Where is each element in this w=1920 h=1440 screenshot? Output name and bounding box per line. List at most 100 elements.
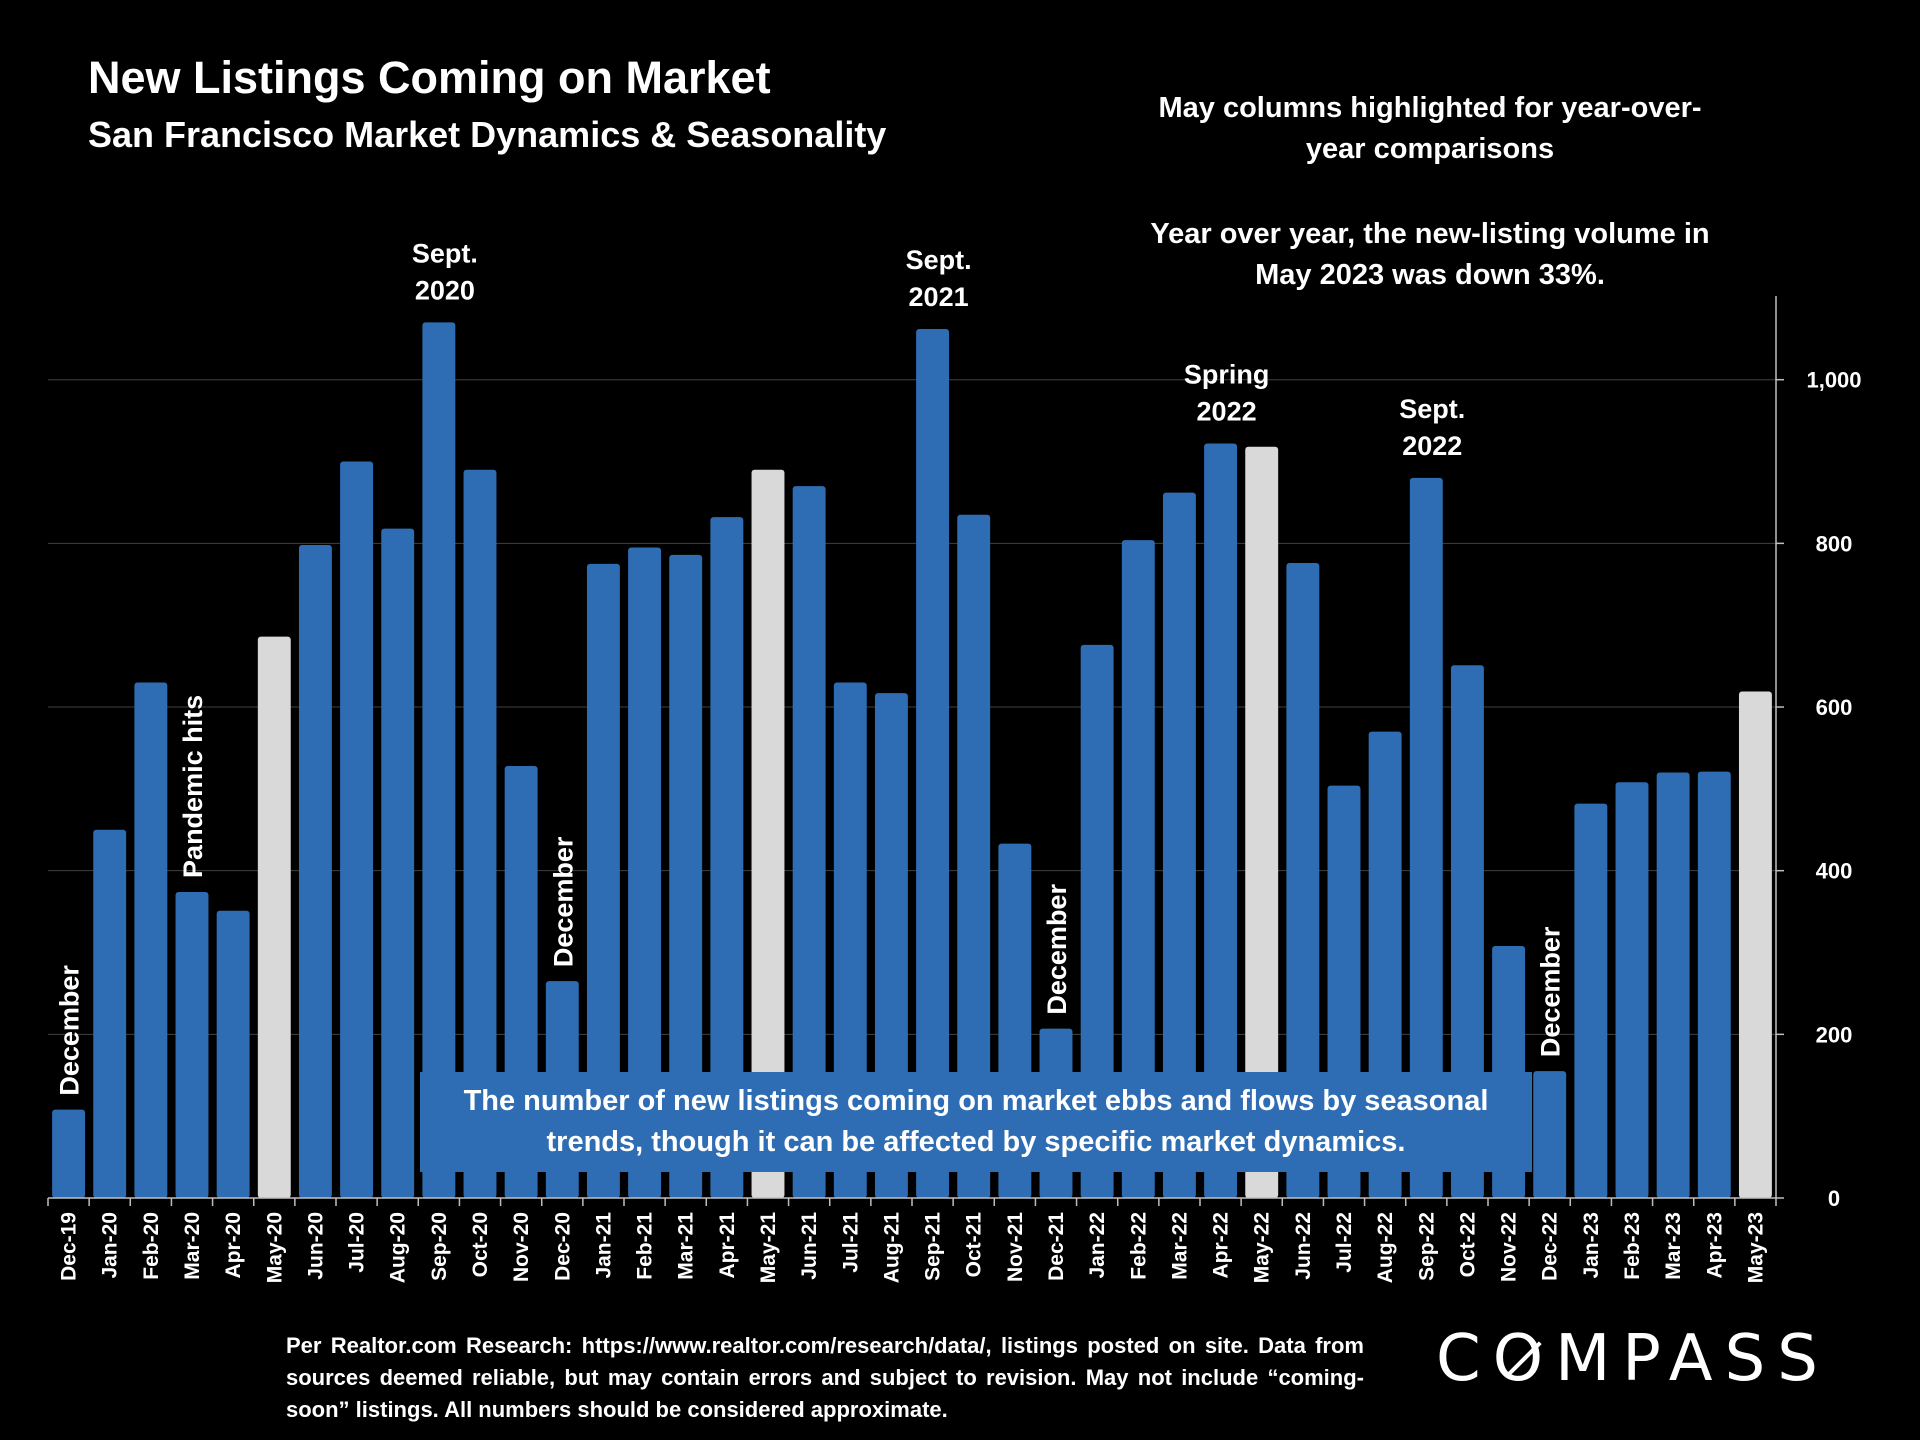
annotation-label: December [1042,884,1072,1015]
grid-lines [48,379,1776,1035]
bar-jul-21 [833,682,867,1198]
x-tick-label: Oct-20 [469,1212,492,1277]
yoy-note: Year over year, the new-listing volume i… [1150,218,1710,291]
y-tick-label: 0 [1828,1186,1840,1211]
bar-apr-22 [1204,443,1238,1198]
bar-jun-20 [298,544,332,1198]
x-tick-label: Mar-23 [1662,1212,1685,1280]
bar-may-23 [1738,691,1772,1198]
annotation-label: Sept. [412,238,478,268]
annotation-label: 2020 [415,275,475,305]
bar-feb-22 [1121,540,1155,1198]
x-tick-label: Jan-23 [1580,1212,1603,1279]
x-tick-label: Jan-20 [99,1212,122,1279]
bar-oct-22 [1450,665,1484,1198]
bar-jul-20 [340,461,374,1198]
x-tick-label: Mar-21 [675,1212,698,1280]
y-tick-label: 400 [1816,859,1853,884]
logo-text-end: MPASS [1555,1322,1830,1396]
annotation-label: Pandemic hits [178,695,208,878]
y-tick-label: 1,000 [1806,368,1861,393]
x-tick-label: Dec-20 [551,1212,574,1281]
chart-subtitle: San Francisco Market Dynamics & Seasonal… [88,114,887,155]
bar-mar-23 [1656,772,1690,1198]
y-tick-label: 200 [1816,1022,1853,1047]
annotation-label: 2022 [1402,431,1462,461]
x-tick-label: Apr-20 [222,1212,245,1279]
bar-sep-22 [1409,477,1443,1198]
bar-feb-23 [1615,782,1649,1198]
x-tick-label: May-20 [263,1212,286,1283]
x-tick-label: Feb-23 [1621,1212,1644,1280]
x-tick-label: May-22 [1251,1212,1274,1283]
logo-o-letter: O [1493,1322,1555,1396]
annotation-label: 2022 [1197,397,1257,427]
bar-mar-21 [669,554,703,1198]
bar-mar-22 [1162,492,1196,1199]
y-tick-label: 600 [1816,695,1853,720]
callout-box: The number of new listings coming on mar… [420,1072,1532,1172]
x-tick-label: Aug-21 [880,1212,903,1283]
bar-jan-21 [586,563,620,1198]
x-tick-label: Aug-22 [1374,1212,1397,1283]
x-tick-label: Oct-21 [963,1212,986,1278]
chart-title: New Listings Coming on Market [88,52,771,103]
x-tick-label: May-23 [1744,1212,1767,1283]
x-tick-label: May-21 [757,1212,780,1284]
x-tick-label: Nov-21 [1004,1212,1027,1282]
x-tick-label: Jan-22 [1086,1212,1109,1279]
x-tick-label: Jul-22 [1333,1212,1356,1273]
x-tick-label: Dec-22 [1539,1212,1562,1281]
bar-oct-21 [957,514,991,1198]
bar-dec-22 [1533,1071,1567,1198]
x-tick-label: Nov-20 [510,1212,533,1282]
x-tick-label: Apr-22 [1210,1212,1233,1279]
x-tick-label: Jun-22 [1292,1212,1315,1280]
bar-feb-21 [628,547,662,1198]
x-tick-label: Dec-21 [1045,1212,1068,1281]
bar-may-21 [751,469,785,1198]
x-tick-label: Mar-22 [1168,1212,1191,1280]
x-tick-label: Feb-22 [1127,1212,1150,1280]
annotation-label: December [55,965,85,1096]
y-tick-label: 800 [1816,531,1853,556]
x-tick-label: Feb-20 [140,1212,163,1280]
annotation-label: Spring [1184,360,1270,390]
bar-aug-21 [874,693,908,1198]
bar-may-20 [257,636,291,1198]
annotation-label: 2021 [909,282,969,312]
bar-jan-22 [1080,644,1114,1198]
bar-sep-20 [422,322,456,1198]
x-tick-label: Apr-21 [716,1212,739,1279]
x-tick-label: Nov-22 [1498,1212,1521,1282]
x-tick-label: Sep-22 [1415,1212,1438,1281]
bar-dec-19 [52,1109,86,1198]
highlight-note: May columns highlighted for year-over-ye… [1158,92,1702,165]
bar-jun-22 [1286,562,1320,1198]
bar-jun-21 [792,486,826,1199]
x-tick-label: Jul-20 [346,1212,369,1273]
bar-mar-20 [175,891,209,1198]
logo-o-mark: O [1493,1322,1555,1396]
x-tick-label: Jun-20 [304,1212,327,1280]
x-tick-label: Jan-21 [592,1212,615,1279]
annotation-label: December [548,836,578,967]
x-tick-label: Mar-20 [181,1212,204,1280]
x-tick-label: Feb-21 [634,1212,657,1280]
annotation-label: Sept. [906,245,972,275]
x-tick-label: Sep-21 [922,1212,945,1281]
source-note: Per Realtor.com Research: https://www.re… [286,1333,1364,1422]
bar-sep-21 [916,328,950,1198]
annotation-label: Sept. [1399,394,1465,424]
axes: 0 200 400 600 800 1,000 Dec-19 Jan-20 Feb-20 Mar-… [47,296,1862,1284]
logo-text-start: C [1436,1322,1493,1396]
bar-oct-20 [463,469,497,1198]
bar-aug-20 [381,528,415,1198]
x-tick-label: Apr-23 [1703,1212,1726,1279]
compass-logo: COMPASS [1436,1322,1830,1396]
x-tick-label: Sep-20 [428,1212,451,1281]
x-tick-label: Dec-19 [58,1212,81,1281]
bar-apr-21 [710,517,744,1198]
bar-apr-20 [216,910,250,1198]
